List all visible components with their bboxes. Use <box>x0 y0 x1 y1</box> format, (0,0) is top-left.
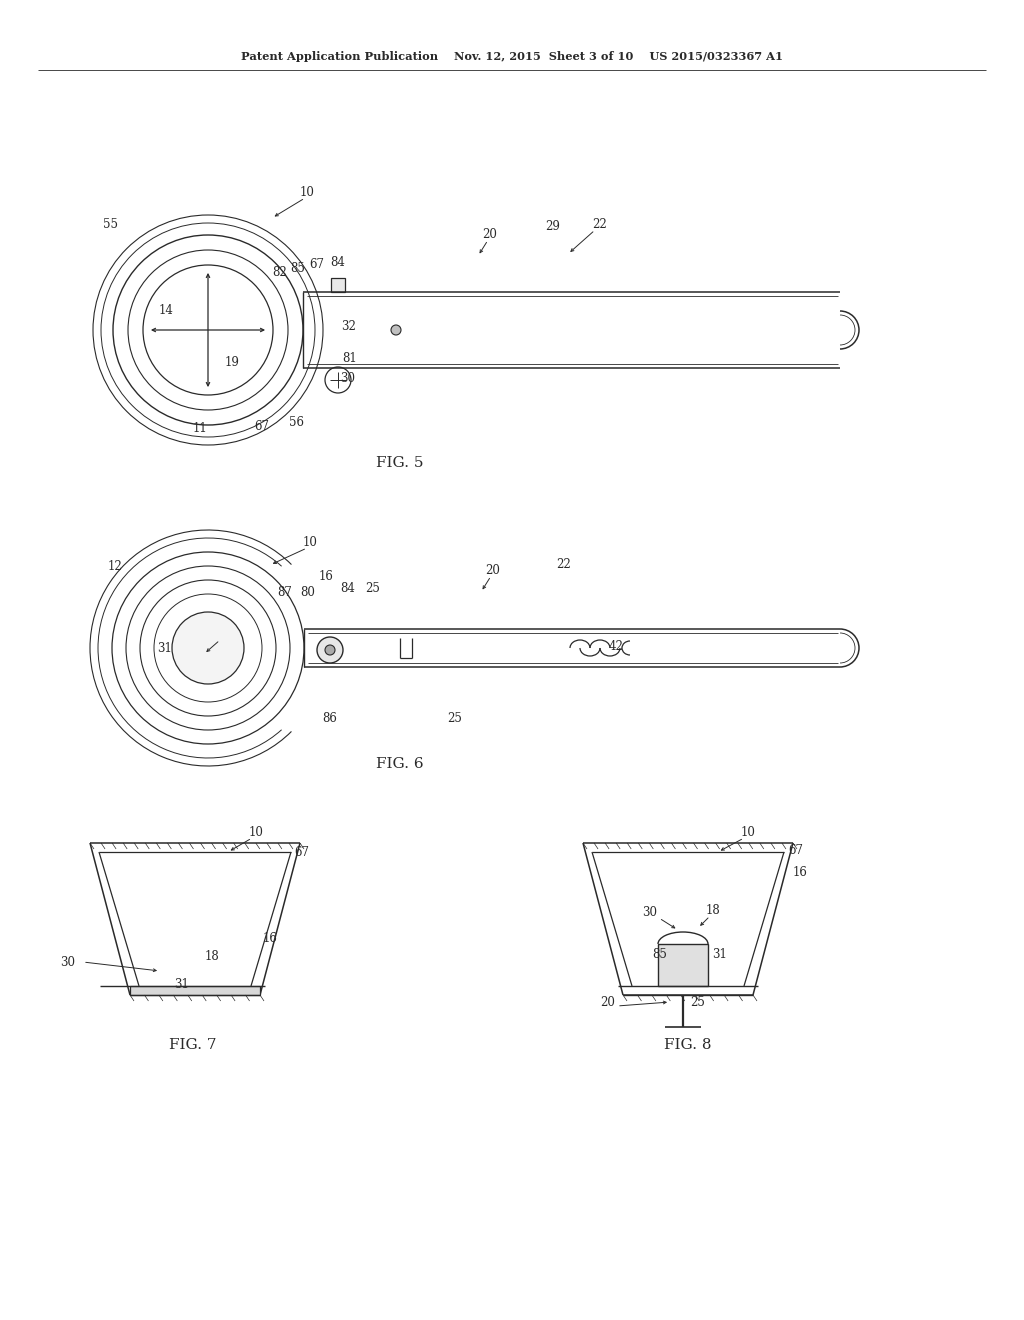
Text: 30: 30 <box>341 371 355 384</box>
Text: 42: 42 <box>608 639 624 652</box>
Text: Patent Application Publication    Nov. 12, 2015  Sheet 3 of 10    US 2015/032336: Patent Application Publication Nov. 12, … <box>241 51 783 62</box>
Text: 84: 84 <box>331 256 345 268</box>
Text: 18: 18 <box>706 903 720 916</box>
Text: 20: 20 <box>485 564 501 577</box>
Text: 20: 20 <box>482 227 498 240</box>
Text: 31: 31 <box>158 642 172 655</box>
Bar <box>130 986 260 995</box>
Text: 11: 11 <box>193 421 208 434</box>
Text: 31: 31 <box>174 978 189 990</box>
Text: 81: 81 <box>343 351 357 364</box>
Text: 25: 25 <box>690 997 706 1010</box>
Text: 67: 67 <box>309 257 325 271</box>
Bar <box>331 279 345 292</box>
Text: 25: 25 <box>447 711 463 725</box>
Text: 19: 19 <box>224 356 240 370</box>
Text: 12: 12 <box>108 560 123 573</box>
Text: 22: 22 <box>593 218 607 231</box>
Text: 14: 14 <box>159 305 173 318</box>
Text: 87: 87 <box>278 586 293 599</box>
Text: 10: 10 <box>300 186 314 199</box>
Circle shape <box>317 638 343 663</box>
Text: 67: 67 <box>295 846 309 858</box>
Text: 56: 56 <box>289 416 303 429</box>
Text: 30: 30 <box>60 956 76 969</box>
Text: 10: 10 <box>740 826 756 840</box>
Text: 67: 67 <box>255 420 269 433</box>
Text: 32: 32 <box>342 319 356 333</box>
Text: 31: 31 <box>713 949 727 961</box>
Text: 25: 25 <box>366 582 381 594</box>
Text: 16: 16 <box>793 866 808 879</box>
Text: 80: 80 <box>301 586 315 599</box>
Circle shape <box>325 645 335 655</box>
Text: FIG. 7: FIG. 7 <box>169 1038 217 1052</box>
Circle shape <box>172 612 244 684</box>
Text: 16: 16 <box>262 932 278 945</box>
Text: 85: 85 <box>652 948 668 961</box>
Circle shape <box>391 325 401 335</box>
Text: 29: 29 <box>546 220 560 234</box>
Text: 20: 20 <box>600 997 615 1010</box>
Text: FIG. 5: FIG. 5 <box>376 455 424 470</box>
Text: 22: 22 <box>557 558 571 572</box>
Text: 84: 84 <box>341 582 355 594</box>
Text: FIG. 6: FIG. 6 <box>376 756 424 771</box>
Text: 67: 67 <box>788 843 804 857</box>
Text: FIG. 8: FIG. 8 <box>665 1038 712 1052</box>
Bar <box>658 944 708 986</box>
Text: 30: 30 <box>642 907 657 920</box>
Text: 16: 16 <box>318 569 334 582</box>
Text: 82: 82 <box>272 265 288 279</box>
Text: 18: 18 <box>205 949 219 962</box>
Text: 10: 10 <box>302 536 317 549</box>
Text: 55: 55 <box>102 219 118 231</box>
Text: 86: 86 <box>323 711 338 725</box>
Text: 10: 10 <box>249 826 263 840</box>
Text: 85: 85 <box>291 261 305 275</box>
